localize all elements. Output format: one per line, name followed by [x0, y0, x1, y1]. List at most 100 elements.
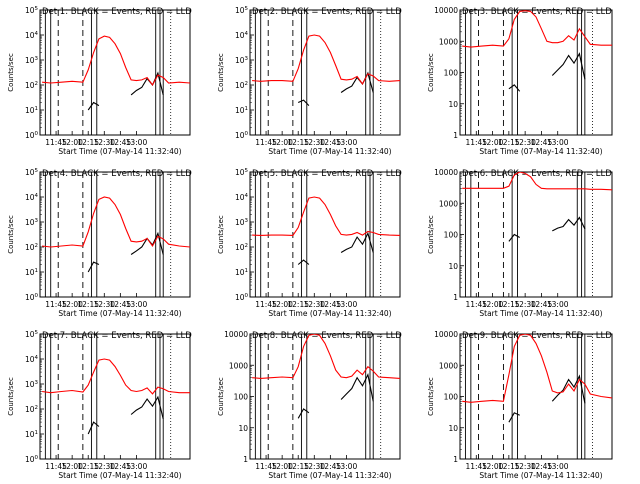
x-tick-label: 13:00	[547, 300, 569, 309]
x-tick-label: 12:00	[61, 138, 83, 147]
panel-title: Det 4: BLACK = Events, RED = LLD	[42, 169, 192, 179]
y-tick-label: 100	[235, 293, 249, 302]
y-tick-label: 103	[25, 56, 39, 65]
panel-4: Det 4: BLACK = Events, RED = LLD 100 101 10…	[7, 168, 192, 318]
x-tick-label: 12:15	[498, 462, 520, 471]
y-tick-label: 103	[25, 380, 39, 389]
y-tick-label: 100	[235, 131, 249, 140]
x-tick-label: 12:45	[531, 138, 553, 147]
y-tick-label: 101	[25, 430, 38, 439]
y-tick-label: 100	[234, 393, 249, 402]
y-tick-label: 101	[25, 268, 38, 277]
panel-title: Det 1: BLACK = Events, RED = LLD	[42, 7, 192, 17]
x-tick-label: 12:30	[93, 300, 115, 309]
y-tick-label: 100	[25, 131, 39, 140]
x-axis-label: Start Time (07-May-14 11:32:40)	[268, 309, 391, 318]
panel-1: Det 1: BLACK = Events, RED = LLD 100 101 10…	[7, 6, 192, 156]
x-tick-label: 11:45	[465, 138, 487, 147]
x-tick-label: 12:45	[320, 138, 342, 147]
y-tick-label: 1	[453, 131, 458, 140]
x-tick-label: 13:00	[126, 462, 148, 471]
y-tick-label: 105	[235, 168, 249, 177]
y-tick-label: 105	[235, 6, 249, 15]
x-axis-label: Start Time (07-May-14 11:32:40)	[479, 309, 602, 318]
series-line-events	[508, 374, 586, 423]
y-tick-label: 101	[235, 106, 248, 115]
x-tick-label: 12:00	[482, 300, 504, 309]
x-tick-label: 12:45	[320, 462, 342, 471]
series-line-lld	[42, 35, 190, 87]
y-tick-label: 105	[25, 6, 39, 15]
x-tick-label: 12:30	[514, 462, 536, 471]
x-tick-label: 11:45	[255, 300, 277, 309]
y-tick-label: 105	[25, 330, 39, 339]
x-tick-label: 12:30	[93, 462, 115, 471]
x-tick-label: 12:15	[287, 300, 309, 309]
y-axis-label: Counts/sec	[7, 377, 15, 416]
series-line-lld	[42, 196, 190, 248]
plot-frame	[249, 9, 401, 136]
series-line-events	[87, 395, 164, 435]
x-tick-label: 12:00	[271, 300, 293, 309]
series-line-events	[87, 71, 164, 111]
x-tick-label: 13:00	[547, 462, 569, 471]
x-tick-label: 12:15	[77, 462, 99, 471]
plot-frame	[459, 333, 613, 460]
x-tick-label: 13:00	[126, 138, 148, 147]
x-tick-label: 12:00	[271, 138, 293, 147]
y-tick-label: 102	[25, 81, 38, 90]
series-line-lld	[252, 34, 400, 86]
y-tick-label: 10000	[434, 330, 458, 339]
series-line-lld	[252, 334, 400, 379]
y-tick-label: 10	[238, 424, 248, 433]
y-tick-label: 1	[453, 455, 458, 464]
y-tick-label: 10	[448, 262, 458, 271]
series-line-events	[297, 372, 374, 419]
x-tick-label: 11:45	[45, 138, 67, 147]
y-tick-label: 102	[235, 243, 248, 252]
y-tick-label: 102	[235, 81, 248, 90]
x-tick-label: 12:00	[482, 138, 504, 147]
y-tick-label: 10	[448, 100, 458, 109]
panel-8: Det 8: BLACK = Events, RED = LLD 1 10 100 10…	[217, 330, 402, 480]
y-tick-label: 100	[444, 393, 459, 402]
y-tick-label: 104	[25, 31, 39, 40]
panel-6: Det 6: BLACK = Events, RED = LLD 1 10 100 10…	[427, 168, 613, 318]
panel-title: Det 3: BLACK = Events, RED = LLD	[462, 7, 612, 17]
y-axis-label: Counts/sec	[427, 215, 435, 254]
panel-title: Det 2: BLACK = Events, RED = LLD	[252, 7, 402, 17]
x-tick-label: 12:15	[77, 300, 99, 309]
x-tick-label: 12:15	[287, 462, 309, 471]
x-tick-label: 12:45	[110, 300, 132, 309]
y-axis-label: Counts/sec	[427, 53, 435, 92]
x-tick-label: 11:45	[465, 300, 487, 309]
y-tick-label: 104	[235, 31, 249, 40]
y-tick-label: 100	[444, 231, 459, 240]
x-tick-label: 11:45	[255, 138, 277, 147]
y-tick-label: 105	[25, 168, 39, 177]
y-tick-label: 101	[235, 268, 248, 277]
y-tick-label: 10000	[224, 330, 248, 339]
series-line-lld	[462, 334, 612, 403]
series-line-lld	[462, 10, 612, 48]
y-tick-label: 103	[235, 56, 249, 65]
panel-title: Det 9: BLACK = Events, RED = LLD	[462, 331, 612, 341]
y-tick-label: 102	[25, 243, 38, 252]
x-tick-label: 12:15	[498, 300, 520, 309]
x-tick-label: 12:30	[303, 300, 325, 309]
x-tick-label: 12:45	[320, 300, 342, 309]
y-tick-label: 100	[444, 69, 459, 78]
x-axis-label: Start Time (07-May-14 11:32:40)	[268, 471, 391, 480]
x-tick-label: 12:00	[482, 462, 504, 471]
y-axis-label: Counts/sec	[7, 215, 15, 254]
y-tick-label: 1000	[439, 37, 458, 46]
panel-3: Det 3: BLACK = Events, RED = LLD 1 10 100 10…	[427, 6, 613, 156]
series-line-events	[297, 71, 374, 106]
x-tick-label: 11:45	[465, 462, 487, 471]
plot-frame	[459, 171, 613, 298]
y-axis-label: Counts/sec	[217, 377, 225, 416]
x-tick-label: 12:15	[498, 138, 520, 147]
y-tick-label: 101	[25, 106, 38, 115]
y-tick-label: 1	[243, 455, 248, 464]
y-tick-label: 103	[235, 218, 249, 227]
